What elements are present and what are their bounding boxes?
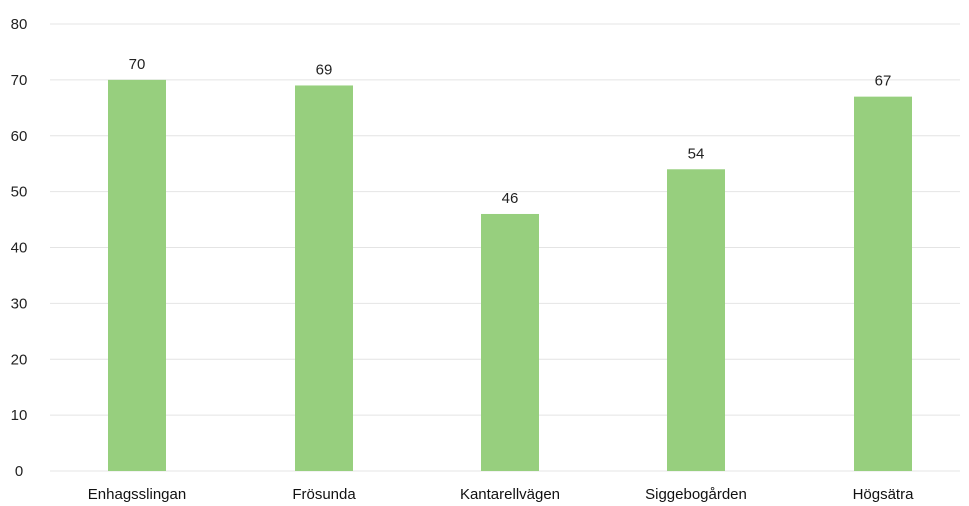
y-tick-label: 0 — [15, 463, 23, 480]
bars — [108, 79, 912, 472]
x-category-label: Frösunda — [292, 486, 356, 503]
y-tick-label: 80 — [11, 16, 28, 33]
bar-enhagsslingan — [108, 79, 166, 471]
data-label: 46 — [502, 190, 519, 207]
x-category-label: Siggebogården — [645, 486, 747, 503]
y-tick-label: 10 — [11, 407, 28, 424]
y-tick-label: 60 — [11, 128, 28, 145]
bar-högsätra — [854, 96, 912, 471]
bar-kantarellvägen — [481, 213, 539, 471]
x-category-label: Högsätra — [853, 486, 915, 503]
data-labels: 70 69 46 54 67 — [129, 56, 892, 207]
data-label: 69 — [316, 61, 333, 78]
bar-frösunda — [295, 85, 353, 472]
x-category-label: Enhagsslingan — [88, 486, 186, 503]
x-category-label: Kantarellvägen — [460, 486, 560, 503]
data-label: 54 — [688, 145, 705, 162]
y-axis-ticks: 0 10 20 30 40 50 60 70 80 — [11, 16, 28, 480]
bar-siggebogården — [667, 169, 725, 471]
x-axis-labels: Enhagsslingan Frösunda Kantarellvägen Sigge… — [88, 486, 914, 503]
y-tick-label: 30 — [11, 295, 28, 312]
data-label: 67 — [875, 73, 892, 90]
y-tick-label: 20 — [11, 351, 28, 368]
y-tick-label: 50 — [11, 184, 28, 201]
y-tick-label: 70 — [11, 72, 28, 89]
data-label: 70 — [129, 56, 146, 73]
y-tick-label: 40 — [11, 240, 28, 257]
